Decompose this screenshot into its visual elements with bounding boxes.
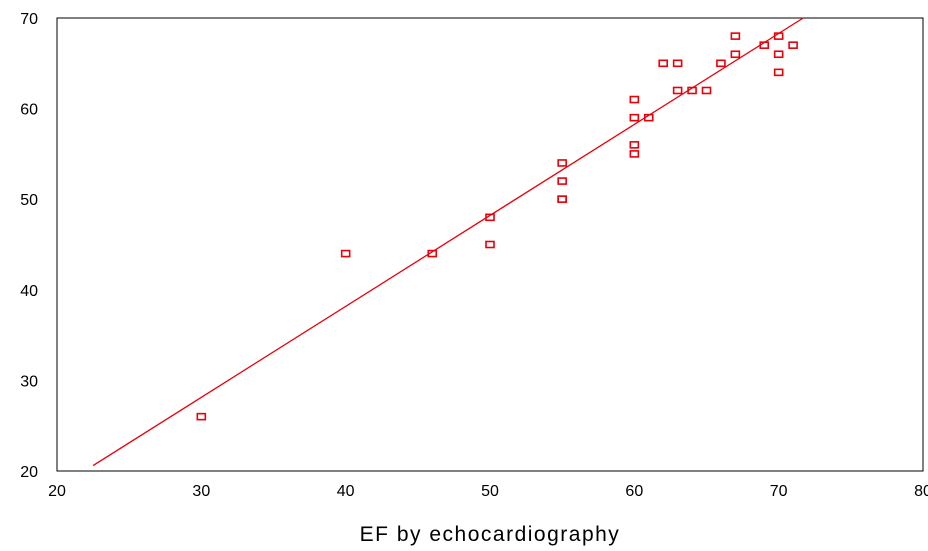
x-axis-title: EF by echocardiography xyxy=(360,523,621,546)
data-points xyxy=(196,32,798,421)
data-point xyxy=(340,249,351,258)
data-point xyxy=(730,50,741,59)
data-point xyxy=(773,32,784,40)
fit-line xyxy=(92,17,804,467)
x-tick-label: 50 xyxy=(481,483,499,500)
x-tick-label: 80 xyxy=(914,483,928,500)
data-point xyxy=(658,59,669,68)
fit-line-layer xyxy=(92,17,804,467)
data-point xyxy=(557,159,567,167)
data-point xyxy=(485,240,495,249)
y-tick-label: 70 xyxy=(20,11,38,28)
plot-area xyxy=(56,17,924,472)
y-tick-label: 60 xyxy=(20,102,38,119)
data-point xyxy=(557,177,567,185)
data-point xyxy=(773,50,784,59)
x-tick-label: 40 xyxy=(337,483,355,500)
data-point xyxy=(629,150,640,158)
y-tick-label: 50 xyxy=(20,192,38,209)
data-point xyxy=(557,195,567,203)
data-point xyxy=(427,249,438,258)
y-tick-label: 40 xyxy=(20,283,38,300)
y-tick-label: 30 xyxy=(20,373,38,390)
x-tick-label: 60 xyxy=(625,483,643,500)
data-point xyxy=(701,86,712,95)
x-tick-label: 20 xyxy=(48,483,66,500)
data-point xyxy=(716,59,726,68)
x-tick-label: 30 xyxy=(192,483,210,500)
data-point xyxy=(773,68,784,77)
data-point xyxy=(730,32,741,40)
y-tick-label: 20 xyxy=(20,464,38,481)
data-point xyxy=(788,41,798,49)
data-point xyxy=(196,412,207,421)
data-point xyxy=(629,95,640,104)
x-tick-label: 70 xyxy=(770,483,788,500)
y-axis-ticks: 20 30 40 50 60 70 xyxy=(20,11,38,481)
x-axis-ticks: 20 30 40 50 60 70 80 xyxy=(48,483,928,500)
data-point xyxy=(672,86,683,95)
data-point xyxy=(643,113,654,122)
data-point xyxy=(687,86,697,95)
data-point xyxy=(672,59,683,68)
data-point xyxy=(629,141,640,149)
data-point xyxy=(485,213,495,222)
data-point xyxy=(759,41,770,49)
data-point xyxy=(629,113,640,122)
